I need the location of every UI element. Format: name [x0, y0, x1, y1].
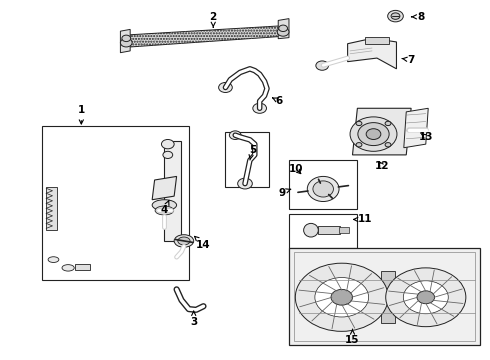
Ellipse shape [155, 206, 173, 215]
Text: 8: 8 [412, 12, 424, 22]
Circle shape [417, 291, 435, 304]
Bar [318, 226, 340, 234]
Circle shape [403, 281, 448, 314]
Ellipse shape [307, 176, 339, 202]
Bar [289, 214, 357, 248]
Ellipse shape [174, 235, 194, 247]
Text: 4: 4 [161, 200, 169, 216]
Circle shape [295, 263, 388, 331]
Bar [381, 271, 395, 323]
Circle shape [122, 35, 131, 41]
Bar [294, 252, 475, 341]
Circle shape [121, 39, 132, 47]
Text: 1: 1 [78, 105, 85, 124]
Circle shape [358, 123, 389, 145]
Ellipse shape [304, 224, 318, 237]
Circle shape [391, 13, 400, 19]
Text: 14: 14 [195, 237, 211, 249]
Text: 9: 9 [278, 188, 291, 198]
Text: 7: 7 [402, 55, 415, 65]
Circle shape [356, 121, 362, 126]
Text: 15: 15 [345, 329, 360, 345]
Bar [289, 160, 357, 209]
Polygon shape [352, 108, 411, 155]
Polygon shape [125, 26, 282, 47]
Text: 10: 10 [289, 164, 303, 174]
Polygon shape [404, 108, 428, 148]
Ellipse shape [178, 237, 190, 245]
Bar [365, 37, 389, 44]
Circle shape [219, 82, 232, 93]
Bar [339, 227, 349, 233]
Circle shape [229, 131, 241, 139]
Circle shape [385, 121, 391, 126]
Circle shape [316, 61, 329, 70]
Polygon shape [152, 176, 176, 200]
Polygon shape [121, 30, 130, 53]
Circle shape [161, 139, 174, 149]
Bar [75, 264, 90, 270]
Ellipse shape [152, 200, 176, 211]
Circle shape [386, 268, 466, 327]
Circle shape [163, 151, 172, 158]
Circle shape [356, 143, 362, 147]
Ellipse shape [62, 265, 74, 271]
Text: 13: 13 [418, 132, 433, 142]
Polygon shape [347, 39, 396, 69]
Polygon shape [57, 137, 169, 255]
Circle shape [366, 129, 381, 139]
Ellipse shape [313, 181, 333, 197]
Text: 3: 3 [190, 311, 197, 327]
Circle shape [315, 278, 368, 317]
Bar [46, 187, 57, 230]
Circle shape [350, 117, 397, 151]
Circle shape [279, 25, 288, 32]
Circle shape [388, 10, 403, 22]
Bar [42, 126, 189, 280]
Ellipse shape [48, 257, 59, 262]
Circle shape [331, 289, 352, 305]
Circle shape [253, 103, 267, 113]
Polygon shape [278, 19, 289, 39]
Circle shape [277, 28, 289, 36]
Bar [164, 140, 181, 241]
Text: 5: 5 [249, 144, 256, 160]
Text: 2: 2 [210, 12, 217, 27]
Bar [289, 248, 480, 345]
Text: 6: 6 [272, 96, 283, 106]
Circle shape [385, 143, 391, 147]
Text: 12: 12 [374, 161, 389, 171]
Bar [225, 132, 270, 187]
Text: 11: 11 [354, 215, 372, 224]
Circle shape [238, 178, 252, 189]
